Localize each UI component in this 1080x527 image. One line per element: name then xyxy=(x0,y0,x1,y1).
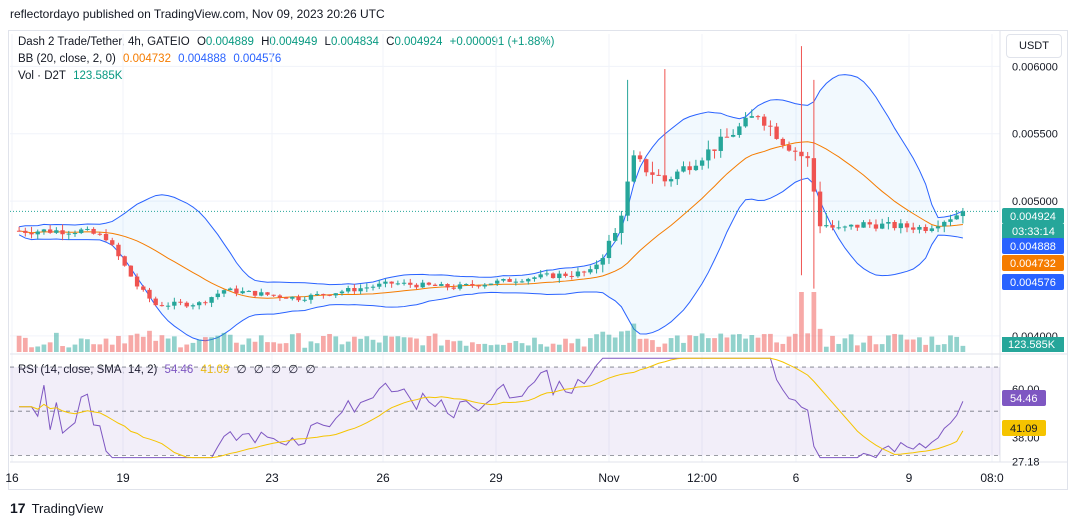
change-value: +0.000091 (+1.88%) xyxy=(449,36,555,48)
rsi-extra-1: ∅ xyxy=(236,364,247,376)
rsi-extra-3: ∅ xyxy=(270,364,282,376)
open-value: 0.004889 xyxy=(205,36,254,48)
symbol-label: Dash 2 Trade/Tether, 4h, GATEIO xyxy=(18,36,190,48)
vol-label: Vol · D2T xyxy=(18,70,66,82)
close-label: C xyxy=(386,36,395,48)
vol-value: 123.585K xyxy=(73,70,123,82)
bb-lower-value: 0.004576 xyxy=(233,53,282,65)
publisher-header: reflectordayo published on TradingView.c… xyxy=(10,7,385,21)
open-label: O xyxy=(196,36,206,48)
rsi-extra-2: ∅ xyxy=(253,364,264,376)
bb-upper-value: 0.004888 xyxy=(178,53,227,65)
rsi-extra-5: ∅ xyxy=(305,364,316,376)
tradingview-footer: 17 TradingView xyxy=(10,500,103,516)
low-value: 0.004834 xyxy=(330,36,379,48)
high-label: H xyxy=(261,36,270,48)
rsi-value: 54.46 xyxy=(164,364,194,376)
currency-button[interactable]: USDT xyxy=(1006,34,1062,58)
rsi-ma-value: 41.09 xyxy=(200,364,230,376)
chart-frame xyxy=(8,30,1068,490)
high-value: 0.004949 xyxy=(269,36,318,48)
price-legend: Dash 2 Trade/Tether, 4h, GATEIO O0.00488… xyxy=(18,36,558,48)
close-value: 0.004924 xyxy=(394,36,443,48)
bb-legend: BB (20, close, 2, 0) 0.004732 0.004888 0… xyxy=(18,53,285,65)
bb-basis-value: 0.004732 xyxy=(123,53,171,65)
low-label: L xyxy=(324,36,331,48)
rsi-legend: RSI (14, close, SMA, 14, 2) 54.46 41.09 … xyxy=(18,362,319,376)
tradingview-logo-icon: 17 xyxy=(10,500,26,516)
rsi-label: RSI (14, close, SMA, 14, 2) xyxy=(18,364,158,376)
bb-label: BB (20, close, 2, 0) xyxy=(18,53,116,65)
volume-legend: Vol · D2T 123.585K xyxy=(18,70,126,82)
rsi-extra-4: ∅ xyxy=(288,364,299,376)
tradingview-brand: TradingView xyxy=(31,500,104,516)
